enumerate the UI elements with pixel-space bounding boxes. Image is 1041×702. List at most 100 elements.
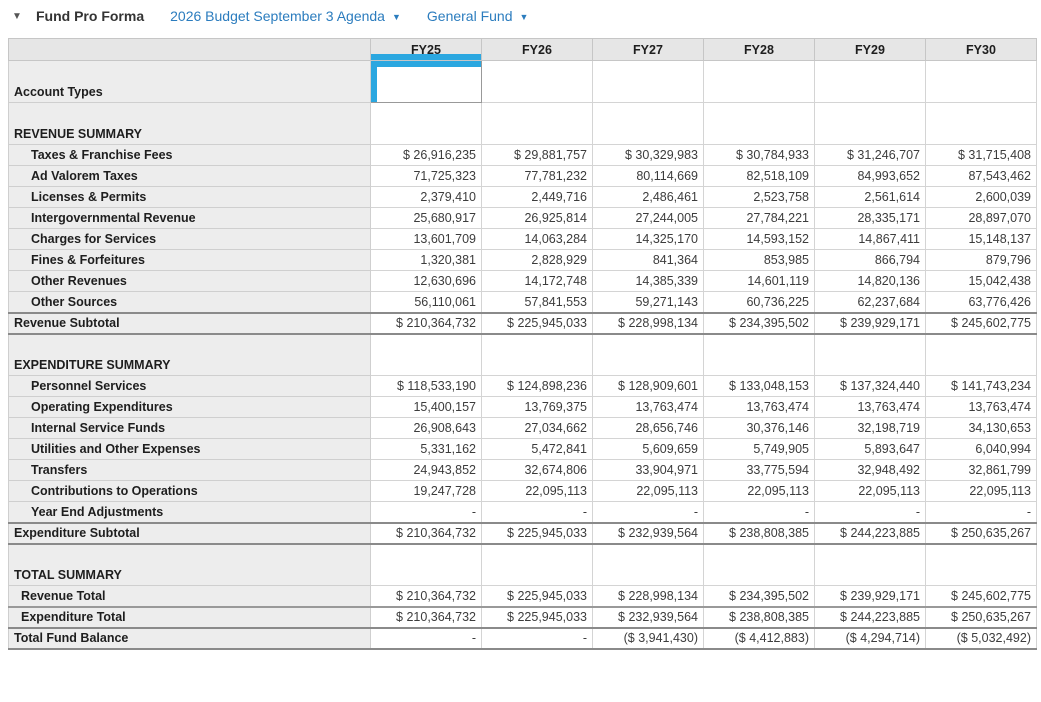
value-cell-fy25[interactable]: $ 26,916,235 xyxy=(370,144,482,166)
value-cell-fy26[interactable]: 27,034,662 xyxy=(481,417,593,439)
value-cell-fy27[interactable] xyxy=(592,102,704,145)
value-cell-fy26[interactable]: 32,674,806 xyxy=(481,459,593,481)
value-cell-fy29[interactable]: $ 244,223,885 xyxy=(814,521,926,545)
value-cell-fy30[interactable] xyxy=(925,333,1037,376)
value-cell-fy25[interactable]: - xyxy=(370,626,482,650)
value-cell-fy26[interactable]: - xyxy=(481,501,593,523)
value-cell-fy26[interactable]: $ 225,945,033 xyxy=(481,585,593,607)
value-cell-fy30[interactable]: - xyxy=(925,501,1037,523)
value-cell-fy26[interactable] xyxy=(481,102,593,145)
value-cell-fy30[interactable]: 63,776,426 xyxy=(925,291,1037,313)
value-cell-fy26[interactable]: 14,063,284 xyxy=(481,228,593,250)
value-cell-fy30[interactable]: $ 31,715,408 xyxy=(925,144,1037,166)
value-cell-fy25[interactable]: 24,943,852 xyxy=(370,459,482,481)
value-cell-fy25[interactable] xyxy=(370,333,482,376)
value-cell-fy28[interactable]: 30,376,146 xyxy=(703,417,815,439)
value-cell-fy27[interactable]: 27,244,005 xyxy=(592,207,704,229)
column-header-fy28[interactable]: FY28 xyxy=(703,38,815,61)
value-cell-fy25[interactable]: $ 210,364,732 xyxy=(370,311,482,335)
value-cell-fy27[interactable]: 841,364 xyxy=(592,249,704,271)
value-cell-fy28[interactable]: $ 234,395,502 xyxy=(703,311,815,335)
value-cell-fy27[interactable]: ($ 3,941,430) xyxy=(592,626,704,650)
value-cell-fy28[interactable] xyxy=(703,102,815,145)
value-cell-fy30[interactable] xyxy=(925,60,1037,103)
value-cell-fy29[interactable]: 32,948,492 xyxy=(814,459,926,481)
value-cell-fy30[interactable]: 28,897,070 xyxy=(925,207,1037,229)
value-cell-fy27[interactable]: $ 232,939,564 xyxy=(592,605,704,628)
value-cell-fy29[interactable]: $ 239,929,171 xyxy=(814,585,926,607)
value-cell-fy30[interactable]: 15,042,438 xyxy=(925,270,1037,292)
value-cell-fy29[interactable]: 32,198,719 xyxy=(814,417,926,439)
value-cell-fy29[interactable]: - xyxy=(814,501,926,523)
value-cell-fy26[interactable]: 77,781,232 xyxy=(481,165,593,187)
value-cell-fy28[interactable] xyxy=(703,60,815,103)
value-cell-fy30[interactable] xyxy=(925,543,1037,586)
value-cell-fy29[interactable]: 866,794 xyxy=(814,249,926,271)
value-cell-fy26[interactable]: - xyxy=(481,626,593,650)
value-cell-fy29[interactable]: $ 137,324,440 xyxy=(814,375,926,397)
value-cell-fy29[interactable]: $ 244,223,885 xyxy=(814,605,926,628)
value-cell-fy28[interactable]: 82,518,109 xyxy=(703,165,815,187)
value-cell-fy30[interactable]: $ 245,602,775 xyxy=(925,311,1037,335)
value-cell-fy29[interactable]: ($ 4,294,714) xyxy=(814,626,926,650)
value-cell-fy28[interactable]: 13,763,474 xyxy=(703,396,815,418)
column-header-fy25[interactable]: FY25 xyxy=(370,38,482,61)
value-cell-fy27[interactable]: 33,904,971 xyxy=(592,459,704,481)
value-cell-fy29[interactable]: 2,561,614 xyxy=(814,186,926,208)
value-cell-fy28[interactable]: $ 238,808,385 xyxy=(703,605,815,628)
value-cell-fy26[interactable] xyxy=(481,543,593,586)
value-cell-fy29[interactable]: 5,893,647 xyxy=(814,438,926,460)
value-cell-fy27[interactable]: 59,271,143 xyxy=(592,291,704,313)
value-cell-fy29[interactable]: 62,237,684 xyxy=(814,291,926,313)
value-cell-fy30[interactable] xyxy=(925,102,1037,145)
value-cell-fy28[interactable]: 2,523,758 xyxy=(703,186,815,208)
value-cell-fy28[interactable]: $ 234,395,502 xyxy=(703,585,815,607)
value-cell-fy25[interactable]: $ 210,364,732 xyxy=(370,585,482,607)
value-cell-fy25[interactable]: $ 118,533,190 xyxy=(370,375,482,397)
fund-dropdown[interactable]: General Fund ▼ xyxy=(427,8,529,24)
value-cell-fy29[interactable]: 28,335,171 xyxy=(814,207,926,229)
value-cell-fy29[interactable]: 14,867,411 xyxy=(814,228,926,250)
value-cell-fy26[interactable]: 2,449,716 xyxy=(481,186,593,208)
value-cell-fy27[interactable]: $ 128,909,601 xyxy=(592,375,704,397)
value-cell-fy28[interactable]: 14,601,119 xyxy=(703,270,815,292)
value-cell-fy29[interactable]: 13,763,474 xyxy=(814,396,926,418)
value-cell-fy25[interactable] xyxy=(370,543,482,586)
value-cell-fy25[interactable]: $ 210,364,732 xyxy=(370,605,482,628)
value-cell-fy28[interactable]: $ 133,048,153 xyxy=(703,375,815,397)
value-cell-fy25[interactable]: $ 210,364,732 xyxy=(370,521,482,545)
value-cell-fy28[interactable]: - xyxy=(703,501,815,523)
value-cell-fy25[interactable]: 19,247,728 xyxy=(370,480,482,502)
value-cell-fy27[interactable]: $ 228,998,134 xyxy=(592,585,704,607)
value-cell-fy27[interactable]: $ 232,939,564 xyxy=(592,521,704,545)
value-cell-fy25[interactable]: 25,680,917 xyxy=(370,207,482,229)
value-cell-fy25[interactable]: 26,908,643 xyxy=(370,417,482,439)
budget-version-dropdown[interactable]: 2026 Budget September 3 Agenda ▼ xyxy=(170,8,401,24)
value-cell-fy27[interactable] xyxy=(592,543,704,586)
selected-cell[interactable] xyxy=(370,60,482,103)
value-cell-fy25[interactable]: 56,110,061 xyxy=(370,291,482,313)
value-cell-fy30[interactable]: $ 250,635,267 xyxy=(925,605,1037,628)
value-cell-fy30[interactable]: $ 245,602,775 xyxy=(925,585,1037,607)
column-header-fy27[interactable]: FY27 xyxy=(592,38,704,61)
value-cell-fy26[interactable]: 57,841,553 xyxy=(481,291,593,313)
value-cell-fy28[interactable]: 27,784,221 xyxy=(703,207,815,229)
value-cell-fy29[interactable]: 22,095,113 xyxy=(814,480,926,502)
value-cell-fy29[interactable]: 84,993,652 xyxy=(814,165,926,187)
value-cell-fy27[interactable]: 14,325,170 xyxy=(592,228,704,250)
value-cell-fy27[interactable]: 22,095,113 xyxy=(592,480,704,502)
value-cell-fy26[interactable]: 26,925,814 xyxy=(481,207,593,229)
value-cell-fy25[interactable]: 2,379,410 xyxy=(370,186,482,208)
value-cell-fy30[interactable]: 34,130,653 xyxy=(925,417,1037,439)
value-cell-fy27[interactable] xyxy=(592,60,704,103)
value-cell-fy29[interactable] xyxy=(814,333,926,376)
value-cell-fy27[interactable]: 13,763,474 xyxy=(592,396,704,418)
value-cell-fy27[interactable]: $ 30,329,983 xyxy=(592,144,704,166)
value-cell-fy26[interactable]: $ 225,945,033 xyxy=(481,521,593,545)
value-cell-fy30[interactable]: 2,600,039 xyxy=(925,186,1037,208)
value-cell-fy29[interactable]: 14,820,136 xyxy=(814,270,926,292)
value-cell-fy26[interactable]: 14,172,748 xyxy=(481,270,593,292)
value-cell-fy29[interactable] xyxy=(814,543,926,586)
value-cell-fy26[interactable] xyxy=(481,333,593,376)
column-header-fy30[interactable]: FY30 xyxy=(925,38,1037,61)
